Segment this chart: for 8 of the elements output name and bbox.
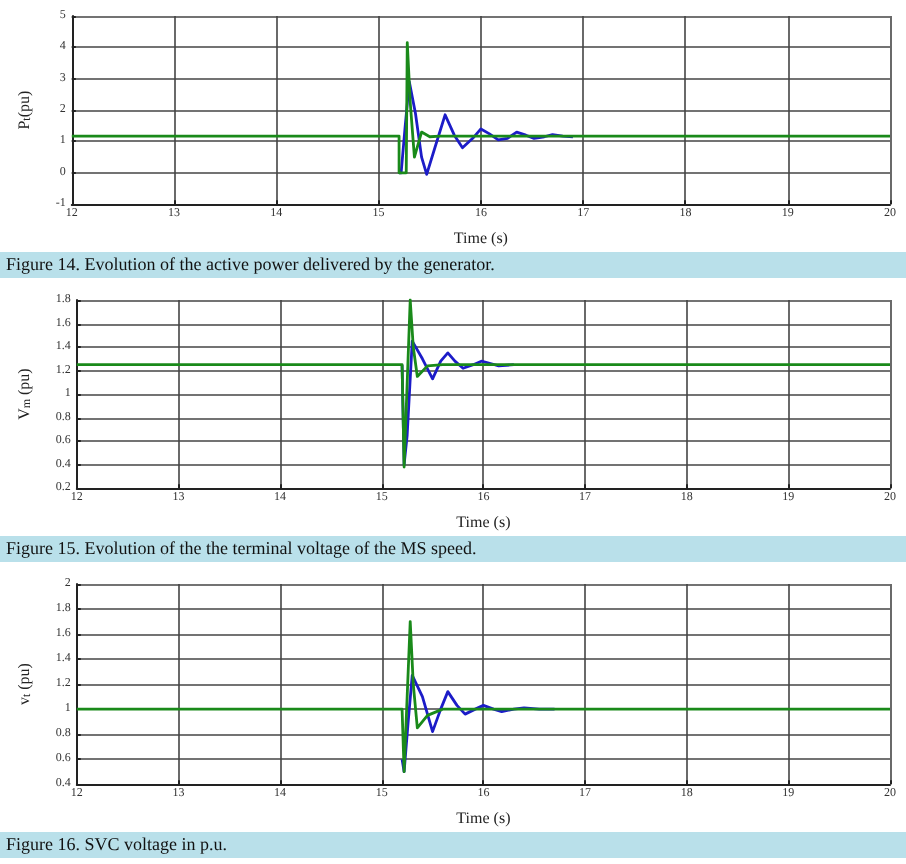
caption: Figure 16. SVC voltage in p.u.	[0, 832, 906, 858]
x-axis-title: Time (s)	[453, 229, 509, 247]
caption: Figure 14. Evolution of the active power delivered by the generator.	[0, 252, 906, 278]
line-series	[75, 620, 892, 774]
x-axis-title: Time (s)	[456, 809, 512, 827]
caption: Figure 15. Evolution of the the terminal voltage of the MS speed.	[0, 536, 906, 562]
line-series	[70, 41, 892, 175]
x-axis-title: Time (s)	[456, 513, 512, 531]
